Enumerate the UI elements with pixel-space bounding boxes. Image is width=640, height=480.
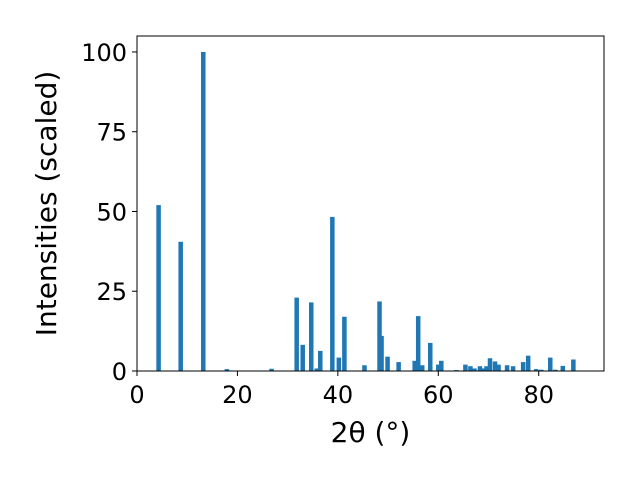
x-tick-label: 60 bbox=[423, 381, 454, 409]
bar bbox=[156, 205, 161, 371]
bar bbox=[484, 366, 489, 371]
x-axis: 0 20 40 60 80 bbox=[129, 371, 554, 409]
bar bbox=[525, 355, 531, 371]
bar bbox=[318, 350, 323, 371]
bar bbox=[336, 357, 342, 371]
bar bbox=[224, 369, 230, 371]
bar bbox=[419, 365, 425, 371]
bar bbox=[477, 366, 483, 371]
bar bbox=[330, 216, 335, 371]
bar bbox=[415, 316, 421, 371]
bar bbox=[342, 316, 347, 371]
bar bbox=[412, 360, 417, 371]
bar bbox=[492, 361, 498, 371]
bar-group bbox=[156, 51, 576, 371]
bar bbox=[548, 357, 553, 371]
bar bbox=[533, 369, 539, 371]
y-tick-label: 50 bbox=[96, 198, 127, 226]
bar bbox=[269, 368, 274, 371]
y-tick-label: 0 bbox=[112, 358, 127, 386]
bar bbox=[468, 366, 473, 371]
bar bbox=[496, 364, 501, 371]
bar bbox=[379, 335, 384, 371]
bar bbox=[385, 356, 390, 371]
x-tick-label: 20 bbox=[222, 381, 253, 409]
bar bbox=[553, 369, 558, 371]
bar bbox=[314, 368, 320, 371]
x-tick-label: 40 bbox=[323, 381, 354, 409]
bar bbox=[300, 344, 305, 371]
bar bbox=[571, 359, 576, 371]
x-tick-label: 0 bbox=[129, 381, 144, 409]
x-axis-label: 2θ (°) bbox=[331, 416, 411, 449]
y-axis-label: Intensities (scaled) bbox=[30, 71, 63, 337]
bar bbox=[472, 368, 477, 371]
bar bbox=[487, 358, 493, 371]
bar bbox=[294, 297, 299, 371]
y-tick-label: 100 bbox=[81, 39, 127, 67]
bar bbox=[178, 241, 183, 371]
bar bbox=[436, 364, 441, 371]
bar bbox=[538, 369, 544, 371]
bar bbox=[362, 365, 367, 371]
bar bbox=[560, 365, 566, 371]
bar bbox=[504, 365, 510, 371]
bar bbox=[428, 342, 433, 371]
plot-frame bbox=[136, 35, 605, 372]
bar bbox=[520, 362, 526, 371]
y-tick-label: 25 bbox=[96, 278, 127, 306]
bar bbox=[309, 302, 314, 371]
bar bbox=[201, 51, 206, 371]
bar bbox=[463, 364, 468, 371]
y-tick-label: 75 bbox=[96, 119, 127, 147]
bar bbox=[396, 362, 401, 371]
y-axis: 0 25 50 75 100 bbox=[81, 39, 137, 386]
bar bbox=[439, 360, 444, 371]
x-tick-label: 80 bbox=[523, 381, 554, 409]
bar bbox=[481, 368, 486, 371]
bar bbox=[510, 366, 516, 371]
